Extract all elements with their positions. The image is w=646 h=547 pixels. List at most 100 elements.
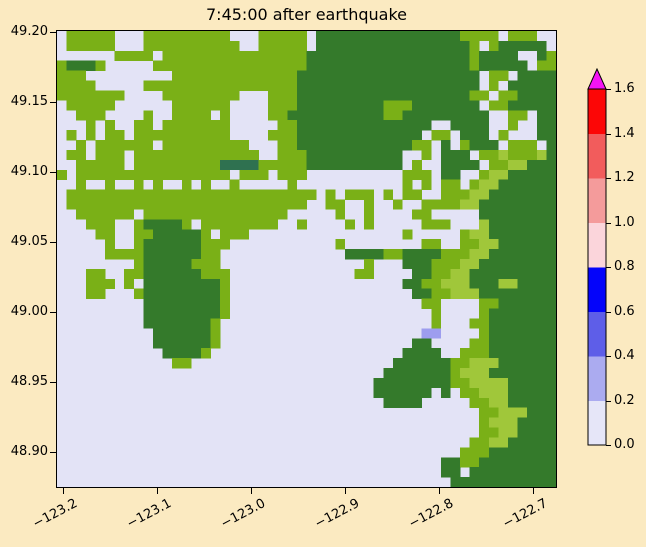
- heatmap-cell-run: [210, 318, 221, 329]
- heatmap-cell-run: [66, 149, 87, 161]
- heatmap-cell-run: [488, 338, 556, 349]
- heatmap-cell-run: [450, 477, 556, 487]
- heatmap-cell-run: [469, 437, 490, 448]
- heatmap-cell-run: [335, 239, 346, 250]
- heatmap-cell-run: [57, 169, 67, 180]
- heatmap-cell-run: [498, 298, 556, 309]
- colorbar-tick-mark: [606, 267, 611, 268]
- heatmap-cell-run: [488, 417, 518, 428]
- heatmap-cell-run: [220, 278, 231, 290]
- heatmap-cell-run: [162, 90, 240, 101]
- heatmap-cell-run: [296, 140, 413, 151]
- colorbar-tick-mark: [606, 222, 611, 224]
- heatmap-cell-run: [392, 358, 451, 369]
- colorbar-over-arrow: [587, 68, 607, 90]
- heatmap-cell-run: [402, 110, 490, 121]
- x-tick-label: −122.8: [406, 496, 457, 532]
- x-tick-mark: [63, 488, 64, 494]
- x-tick-label: −123.2: [30, 496, 81, 532]
- colorbar-tick-label: 0.6: [614, 303, 635, 319]
- heatmap-cell-run: [546, 149, 556, 161]
- heatmap-cell-run: [66, 40, 115, 52]
- colorbar-tick-label: 1.2: [614, 170, 635, 185]
- heatmap-cell-run: [143, 298, 221, 309]
- colorbar-tick-mark: [606, 133, 611, 135]
- heatmap-cell-run: [66, 189, 317, 200]
- heatmap-cell-run: [57, 90, 125, 101]
- colorbar-tick-mark: [606, 178, 611, 179]
- heatmap-cell-run: [364, 219, 374, 230]
- heatmap-cell-run: [229, 179, 240, 190]
- heatmap-cell-run: [469, 338, 490, 349]
- heatmap-cell-run: [508, 31, 538, 42]
- y-tick-label: 49.00: [10, 304, 48, 319]
- colorbar-tick-mark: [606, 445, 611, 446]
- heatmap-cell-run: [508, 120, 518, 131]
- heatmap-cell-run: [220, 298, 231, 309]
- heatmap-cell-run: [460, 387, 480, 399]
- heatmap-cell-run: [469, 278, 499, 290]
- heatmap-cell-run: [412, 268, 432, 280]
- heatmap-cell-run: [296, 120, 432, 131]
- heatmap-cell-run: [277, 149, 307, 161]
- heatmap-cell-run: [488, 159, 509, 171]
- heatmap-cell-run: [152, 328, 211, 339]
- heatmap-cell-run: [460, 457, 480, 468]
- heatmap-cell-run: [143, 219, 183, 230]
- y-tick-mark: [50, 242, 56, 243]
- heatmap-cell-run: [536, 60, 556, 71]
- y-tick-mark: [50, 382, 56, 383]
- heatmap-cell-run: [162, 348, 202, 359]
- heatmap-cell-run: [152, 179, 163, 190]
- heatmap-cell-run: [133, 219, 144, 230]
- plot-area: [56, 30, 557, 488]
- heatmap-cell-run: [143, 268, 202, 280]
- x-tick-label: −123.1: [124, 496, 175, 532]
- heatmap-cell-run: [220, 288, 231, 299]
- heatmap-cell-run: [488, 219, 556, 230]
- heatmap-cell-run: [536, 130, 556, 141]
- heatmap-cell-run: [479, 457, 556, 468]
- colorbar-segment: [588, 222, 606, 268]
- colorbar-tick-mark: [606, 89, 611, 90]
- heatmap-cell-run: [488, 40, 499, 52]
- heatmap-cell-run: [479, 259, 556, 270]
- heatmap-cell-run: [143, 40, 240, 52]
- heatmap-cell-run: [220, 110, 231, 121]
- heatmap-cell-run: [306, 50, 470, 62]
- x-tick-mark: [345, 488, 346, 494]
- heatmap-cell-run: [325, 199, 346, 210]
- colorbar-tick-label: 1.6: [614, 81, 635, 96]
- heatmap-cell-run: [508, 100, 556, 111]
- heatmap-cell-run: [200, 239, 231, 250]
- heatmap-cell-run: [488, 348, 556, 359]
- heatmap-cell-run: [364, 209, 374, 220]
- heatmap-cell-run: [162, 50, 307, 62]
- heatmap-cell-run: [344, 219, 355, 230]
- heatmap-cell-run: [421, 179, 432, 190]
- heatmap-cell-run: [220, 229, 250, 240]
- heatmap-cell-run: [200, 219, 278, 230]
- heatmap-cell-run: [440, 179, 461, 190]
- heatmap-cell-run: [277, 169, 307, 180]
- heatmap-cell-run: [402, 179, 413, 190]
- heatmap-cell-run: [431, 318, 442, 329]
- heatmap-cell-run: [335, 209, 346, 220]
- heatmap-cell-run: [498, 358, 556, 369]
- heatmap-cell-run: [277, 120, 298, 131]
- heatmap-cell-run: [431, 308, 442, 319]
- heatmap-cell-run: [296, 130, 422, 141]
- heatmap-cell-run: [460, 229, 470, 240]
- heatmap-cell-run: [508, 110, 528, 121]
- colorbar-tick-label: 0.4: [614, 348, 635, 363]
- y-tick-label: 49.10: [10, 164, 48, 179]
- heatmap-cell-run: [143, 239, 202, 250]
- heatmap-cell-run: [143, 308, 221, 319]
- heatmap-cell-run: [479, 387, 509, 399]
- heatmap-cell-run: [364, 199, 374, 210]
- figure: 7:45:00 after earthquake 49.20 49.15 49.10…: [10, 5, 635, 532]
- heatmap-cell-run: [258, 40, 307, 52]
- heatmap-cell-run: [181, 179, 192, 190]
- heatmap-cell-run: [460, 259, 480, 270]
- heatmap-cell-run: [460, 130, 490, 141]
